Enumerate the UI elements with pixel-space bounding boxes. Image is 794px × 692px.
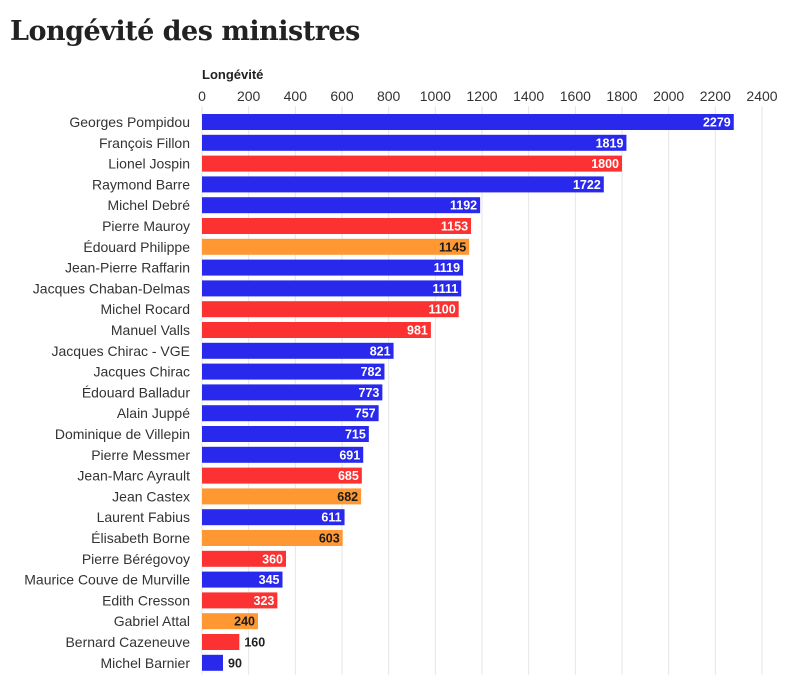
- x-tick-label: 2000: [653, 88, 684, 104]
- data-label: 1722: [573, 178, 601, 192]
- bars: Georges Pompidou 2279 François Fillon 1819 L…: [24, 114, 734, 671]
- data-label: 821: [370, 344, 391, 358]
- x-tick-label: 200: [237, 88, 261, 104]
- x-axis-ticks: 0 200 400 600 800 1000 1200 1400 1600 1800 2000 220…: [198, 88, 778, 104]
- data-label: 90: [228, 656, 242, 670]
- bar: [202, 155, 622, 172]
- bar: [202, 446, 364, 463]
- chart-title: Longévité des ministres: [10, 16, 360, 47]
- category-label: Maurice Couve de Murville: [24, 572, 190, 588]
- category-label: Michel Rocard: [101, 301, 190, 317]
- bar: [202, 197, 481, 214]
- data-label: 1119: [434, 261, 460, 275]
- bar: [202, 488, 362, 505]
- category-label: Jacques Chaban-Delmas: [33, 280, 190, 296]
- category-label: Alain Juppé: [117, 405, 190, 421]
- bar: [202, 613, 258, 630]
- bar: [202, 342, 394, 359]
- bar: [202, 384, 383, 401]
- data-label: 981: [407, 324, 428, 338]
- data-label: 757: [355, 407, 376, 421]
- data-label: 685: [338, 469, 359, 483]
- category-label: Édouard Philippe: [83, 239, 190, 255]
- bar: [202, 530, 343, 546]
- category-label: Laurent Fabius: [97, 509, 190, 525]
- bar: [202, 114, 734, 130]
- data-label: 160: [244, 636, 265, 650]
- data-label: 323: [254, 594, 275, 608]
- x-tick-label: 2400: [746, 88, 777, 104]
- category-label: Edith Cresson: [102, 592, 190, 608]
- data-label: 240: [234, 615, 255, 629]
- bar: [202, 280, 462, 297]
- x-tick-label: 0: [198, 88, 206, 104]
- x-tick-label: 1600: [560, 88, 591, 104]
- x-tick-label: 1400: [513, 88, 544, 104]
- bar: [202, 134, 627, 151]
- data-label: 360: [262, 552, 283, 566]
- bar: [202, 238, 470, 255]
- category-label: Jean Castex: [112, 488, 190, 504]
- category-label: Élisabeth Borne: [91, 530, 190, 546]
- bar: [202, 654, 223, 671]
- bar: [202, 259, 464, 276]
- data-label: 691: [339, 448, 360, 462]
- x-tick-label: 1200: [466, 88, 497, 104]
- data-label: 682: [337, 490, 358, 504]
- category-label: Manuel Valls: [111, 322, 190, 338]
- x-tick-label: 1800: [606, 88, 637, 104]
- x-tick-label: 400: [284, 88, 308, 104]
- bar: [202, 176, 604, 193]
- bar: [202, 363, 385, 380]
- bar: [202, 634, 240, 650]
- data-label: 603: [319, 532, 340, 546]
- bar: [202, 426, 369, 442]
- x-tick-label: 600: [330, 88, 354, 104]
- x-tick-label: 1000: [420, 88, 451, 104]
- bar: [202, 571, 283, 588]
- category-label: Michel Debré: [108, 197, 191, 213]
- data-label: 1153: [441, 220, 468, 234]
- category-label: Édouard Balladur: [82, 384, 191, 400]
- category-label: Jacques Chirac - VGE: [52, 343, 191, 359]
- category-label: Georges Pompidou: [69, 114, 190, 130]
- data-label: 715: [345, 428, 366, 442]
- category-label: Bernard Cazeneuve: [65, 634, 190, 650]
- data-label: 1819: [596, 136, 624, 150]
- data-label: 1192: [450, 199, 477, 213]
- data-label: 773: [359, 386, 380, 400]
- category-label: Michel Barnier: [101, 655, 191, 671]
- x-tick-label: 800: [377, 88, 401, 104]
- bar: [202, 322, 431, 338]
- data-label: 782: [361, 365, 382, 379]
- category-label: Dominique de Villepin: [55, 426, 190, 442]
- bar: [202, 509, 345, 526]
- category-label: Pierre Messmer: [91, 447, 190, 463]
- data-label: 1800: [591, 157, 619, 171]
- bar: [202, 467, 362, 484]
- bar: [202, 405, 379, 422]
- data-label: 611: [321, 511, 341, 525]
- category-label: Lionel Jospin: [108, 156, 190, 172]
- data-label: 345: [259, 573, 280, 587]
- data-label: 1100: [429, 303, 456, 317]
- bar: [202, 218, 472, 234]
- bar: [202, 301, 459, 318]
- category-label: Jean-Marc Ayrault: [77, 468, 190, 484]
- x-tick-label: 2200: [700, 88, 731, 104]
- category-label: Gabriel Attal: [114, 613, 190, 629]
- category-label: Pierre Mauroy: [102, 218, 190, 234]
- x-axis-title: Longévité: [202, 67, 263, 82]
- category-label: François Fillon: [99, 135, 190, 151]
- category-label: Pierre Bérégovoy: [82, 551, 190, 567]
- category-label: Jacques Chirac: [94, 364, 191, 380]
- bar: [202, 592, 278, 609]
- category-label: Raymond Barre: [92, 176, 190, 192]
- category-label: Jean-Pierre Raffarin: [65, 260, 190, 276]
- data-label: 1145: [439, 240, 466, 254]
- data-label: 1111: [432, 282, 458, 296]
- bar: [202, 550, 286, 567]
- data-label: 2279: [703, 116, 731, 130]
